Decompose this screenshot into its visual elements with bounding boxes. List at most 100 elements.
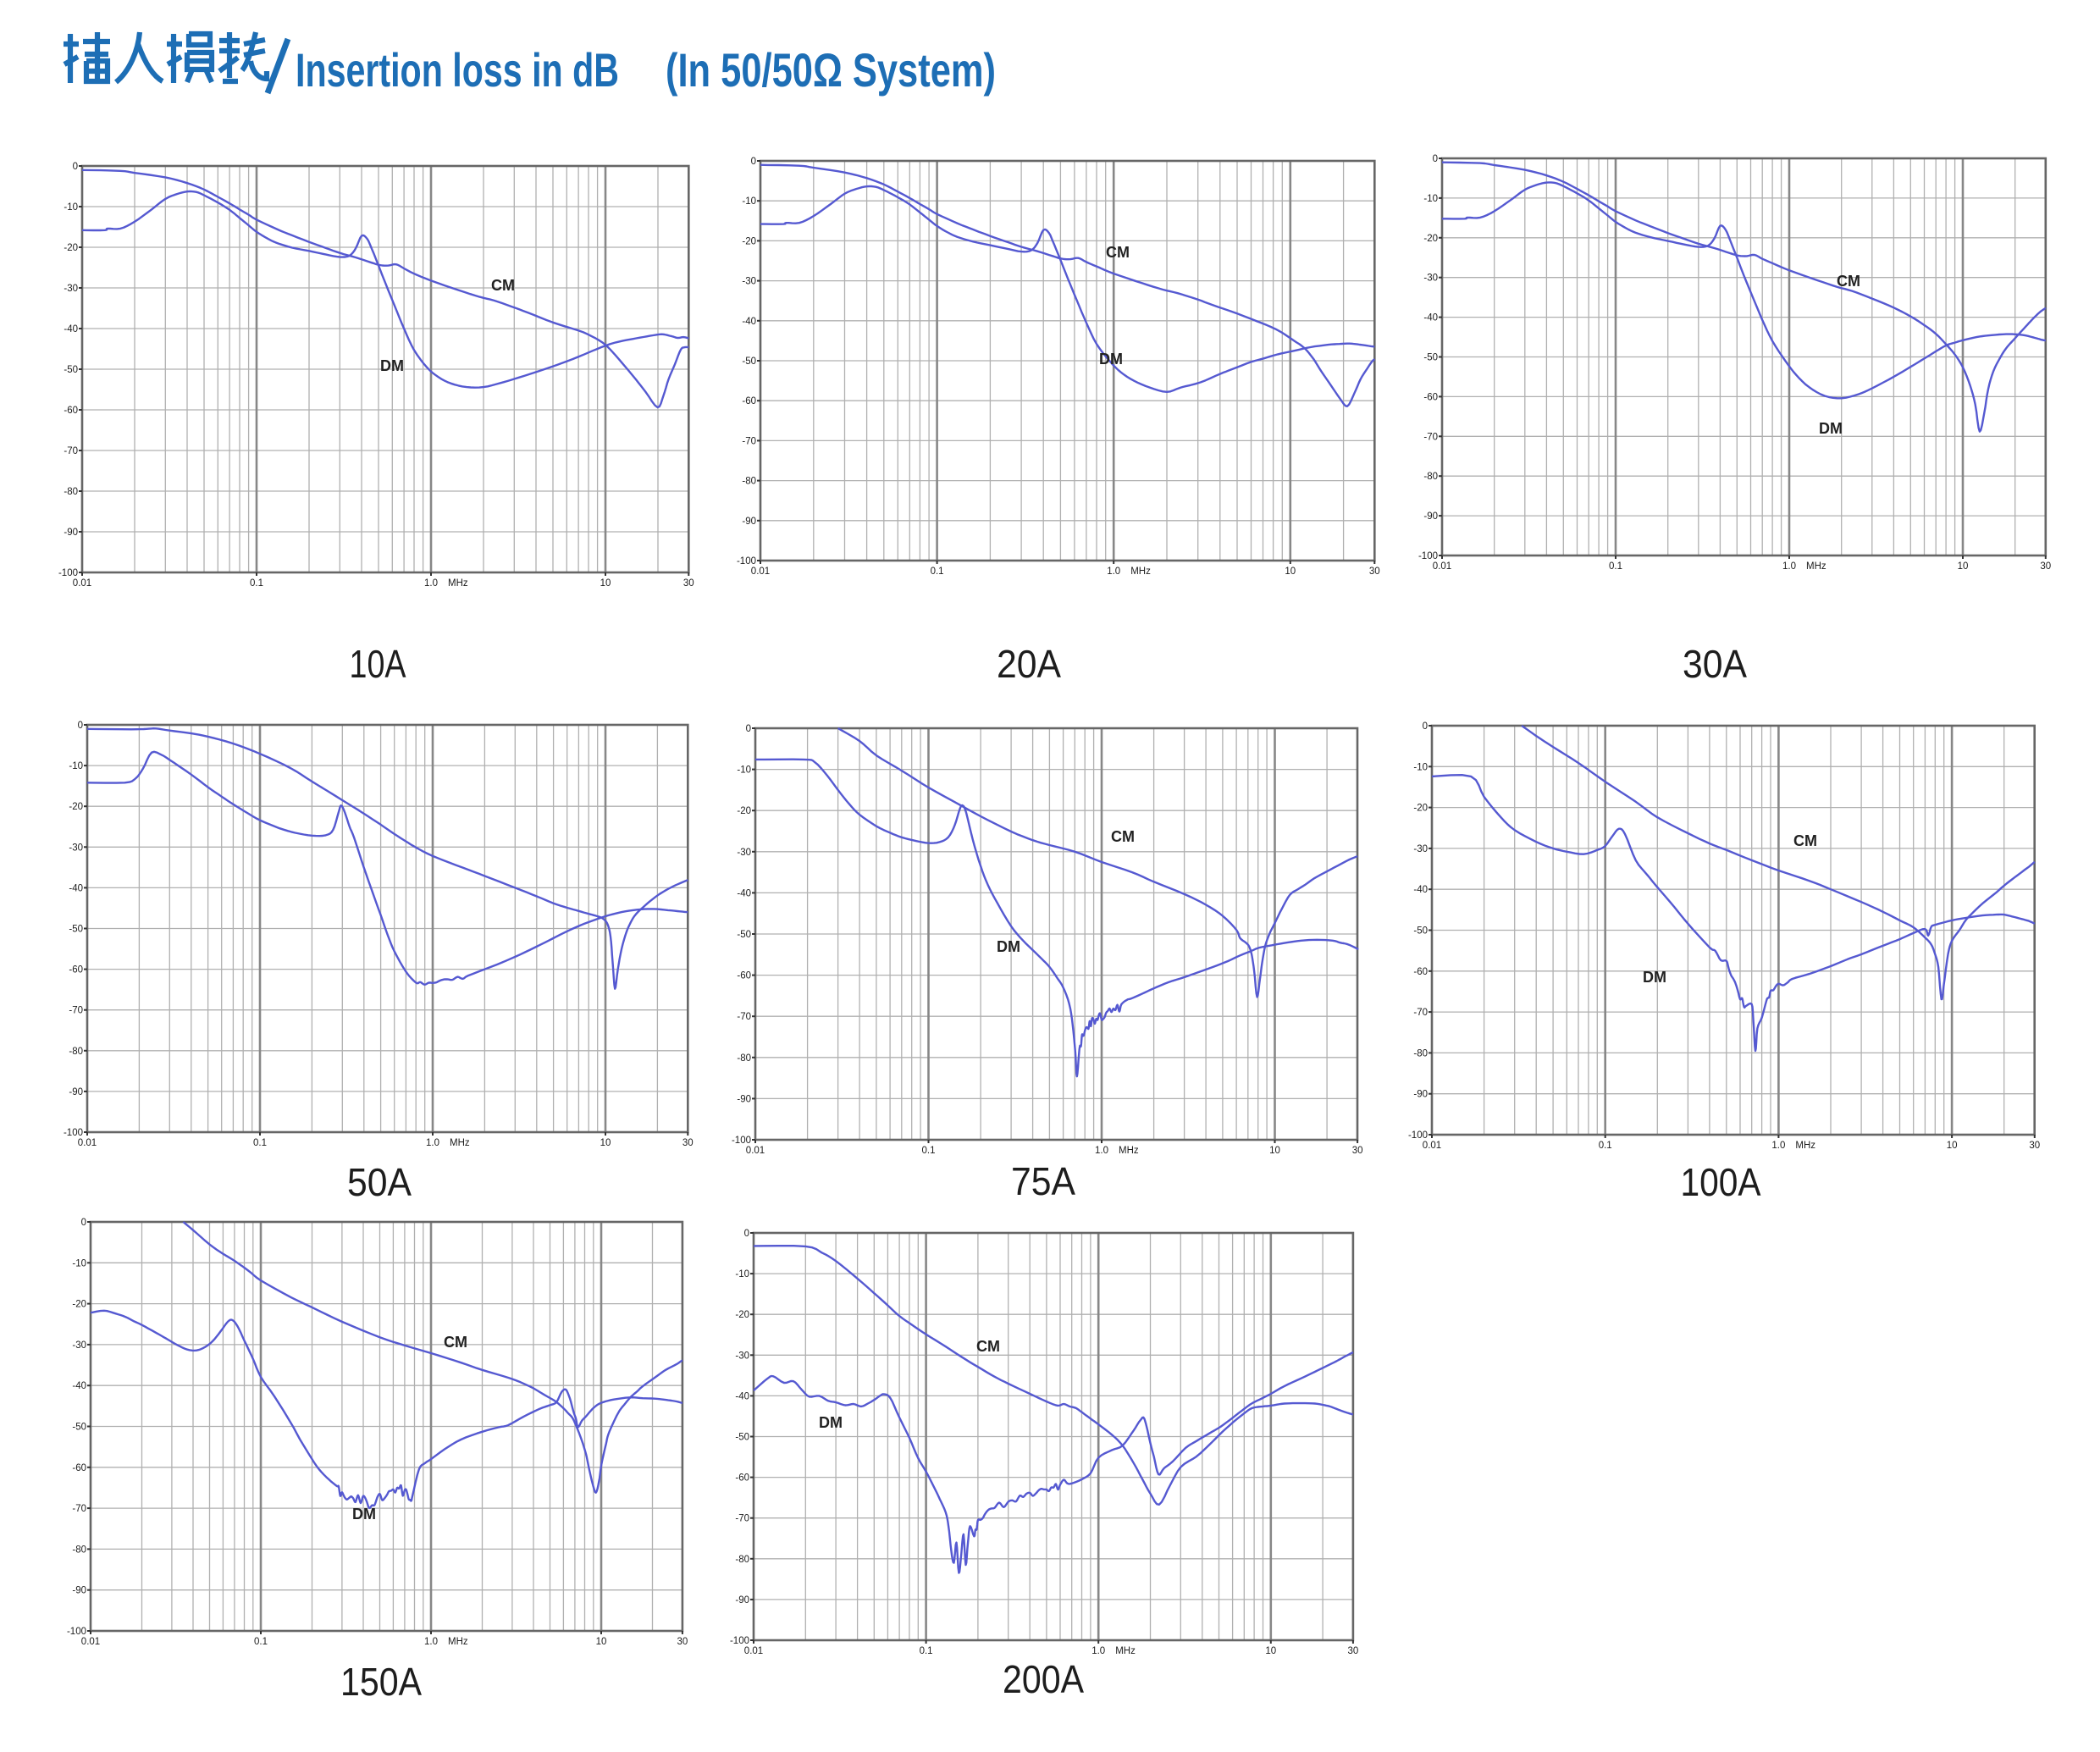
- svg-text:-90: -90: [1423, 511, 1438, 522]
- svg-text:-30: -30: [69, 843, 83, 853]
- svg-text:-10: -10: [737, 765, 751, 776]
- svg-text:0.1: 0.1: [1599, 1141, 1612, 1151]
- svg-text:0.01: 0.01: [1423, 1141, 1441, 1151]
- svg-text:1.0: 1.0: [426, 1138, 439, 1148]
- svg-text:-30: -30: [72, 1340, 86, 1351]
- svg-text:(In 50/50Ω System): (In 50/50Ω System): [666, 43, 996, 97]
- svg-text:1.0: 1.0: [1091, 1646, 1105, 1656]
- svg-text:-50: -50: [735, 1433, 749, 1443]
- svg-text:-40: -40: [735, 1391, 749, 1401]
- svg-text:0: 0: [751, 157, 756, 167]
- svg-text:-40: -40: [1423, 313, 1438, 323]
- svg-text:DM: DM: [997, 938, 1020, 955]
- svg-text:0.01: 0.01: [73, 578, 91, 589]
- svg-text:-10: -10: [1413, 762, 1428, 772]
- svg-text:-90: -90: [69, 1087, 83, 1097]
- svg-text:-50: -50: [72, 1423, 86, 1433]
- svg-text:-80: -80: [72, 1545, 86, 1555]
- svg-text:0: 0: [1433, 154, 1438, 164]
- svg-text:200A: 200A: [1003, 1657, 1084, 1701]
- svg-text:10: 10: [1958, 561, 1969, 572]
- svg-text:30: 30: [2040, 561, 2051, 572]
- svg-text:30: 30: [683, 578, 694, 589]
- svg-text:-60: -60: [742, 396, 756, 406]
- svg-text:MHz: MHz: [1795, 1141, 1815, 1151]
- svg-text:-80: -80: [1413, 1048, 1428, 1058]
- svg-text:50A: 50A: [347, 1160, 412, 1204]
- svg-text:-50: -50: [1413, 926, 1428, 937]
- svg-text:0: 0: [81, 1218, 86, 1228]
- svg-text:-70: -70: [1413, 1008, 1428, 1018]
- svg-text:-80: -80: [1423, 472, 1438, 482]
- svg-text:0.1: 0.1: [920, 1646, 933, 1656]
- svg-text:30: 30: [677, 1637, 688, 1647]
- svg-text:CM: CM: [491, 277, 515, 294]
- svg-text:-10: -10: [64, 202, 78, 213]
- svg-text:10: 10: [1285, 566, 1296, 577]
- svg-text:-90: -90: [64, 528, 78, 538]
- svg-text:30: 30: [1369, 566, 1380, 577]
- svg-text:-80: -80: [69, 1047, 83, 1057]
- svg-text:-100: -100: [64, 1128, 83, 1138]
- svg-text:-20: -20: [69, 802, 83, 812]
- svg-text:-90: -90: [735, 1595, 749, 1606]
- svg-text:10A: 10A: [350, 642, 406, 686]
- svg-text:0.01: 0.01: [78, 1138, 97, 1148]
- svg-text:-40: -40: [737, 888, 751, 898]
- svg-text:MHz: MHz: [1119, 1146, 1139, 1156]
- svg-text:10: 10: [1947, 1141, 1958, 1151]
- svg-text:30: 30: [1348, 1646, 1359, 1656]
- svg-text:-30: -30: [742, 277, 756, 287]
- svg-text:0.1: 0.1: [931, 566, 944, 577]
- svg-text:CM: CM: [1111, 828, 1135, 845]
- svg-text:DM: DM: [1643, 969, 1666, 986]
- svg-text:-30: -30: [737, 848, 751, 858]
- svg-text:30A: 30A: [1683, 642, 1747, 686]
- svg-text:CM: CM: [976, 1338, 1000, 1355]
- svg-text:-100: -100: [1408, 1130, 1428, 1141]
- svg-text:-60: -60: [72, 1463, 86, 1473]
- svg-text:1.0: 1.0: [424, 578, 438, 589]
- svg-text:-70: -70: [735, 1514, 749, 1524]
- svg-text:-100: -100: [58, 568, 78, 578]
- svg-text:-90: -90: [1413, 1090, 1428, 1100]
- svg-text:-10: -10: [742, 196, 756, 207]
- svg-text:0.01: 0.01: [1433, 561, 1451, 572]
- svg-text:30: 30: [682, 1138, 694, 1148]
- svg-text:0: 0: [744, 1229, 749, 1239]
- svg-text:-60: -60: [69, 965, 83, 975]
- svg-text:-60: -60: [64, 406, 78, 416]
- svg-text:MHz: MHz: [1806, 561, 1826, 572]
- svg-text:-40: -40: [1413, 885, 1428, 895]
- svg-text:DM: DM: [352, 1506, 376, 1523]
- svg-text:-60: -60: [735, 1473, 749, 1484]
- svg-text:-40: -40: [742, 317, 756, 327]
- svg-text:-100: -100: [737, 556, 756, 566]
- svg-text:0: 0: [78, 721, 83, 731]
- svg-text:75A: 75A: [1011, 1159, 1075, 1203]
- svg-text:-20: -20: [1423, 234, 1438, 244]
- svg-text:0.1: 0.1: [922, 1146, 936, 1156]
- svg-text:CM: CM: [444, 1334, 467, 1351]
- svg-text:30: 30: [1352, 1146, 1363, 1156]
- svg-text:-80: -80: [735, 1555, 749, 1565]
- svg-text:0.01: 0.01: [746, 1146, 765, 1156]
- svg-text:-10: -10: [735, 1269, 749, 1279]
- svg-text:-100: -100: [732, 1136, 751, 1146]
- svg-text:-80: -80: [64, 487, 78, 497]
- svg-text:-80: -80: [742, 477, 756, 487]
- svg-text:DM: DM: [1819, 420, 1843, 437]
- svg-text:MHz: MHz: [450, 1138, 470, 1148]
- svg-text:-60: -60: [1423, 392, 1438, 402]
- svg-text:0.1: 0.1: [250, 578, 263, 589]
- svg-text:1.0: 1.0: [1782, 561, 1796, 572]
- svg-text:10: 10: [1265, 1646, 1276, 1656]
- svg-text:1.0: 1.0: [1771, 1141, 1785, 1151]
- svg-text:CM: CM: [1793, 832, 1817, 849]
- svg-text:-20: -20: [72, 1300, 86, 1310]
- svg-text:150A: 150A: [340, 1660, 422, 1704]
- svg-text:1.0: 1.0: [1095, 1146, 1108, 1156]
- svg-text:-90: -90: [742, 517, 756, 527]
- svg-text:-90: -90: [737, 1094, 751, 1104]
- svg-text:MHz: MHz: [1115, 1646, 1136, 1656]
